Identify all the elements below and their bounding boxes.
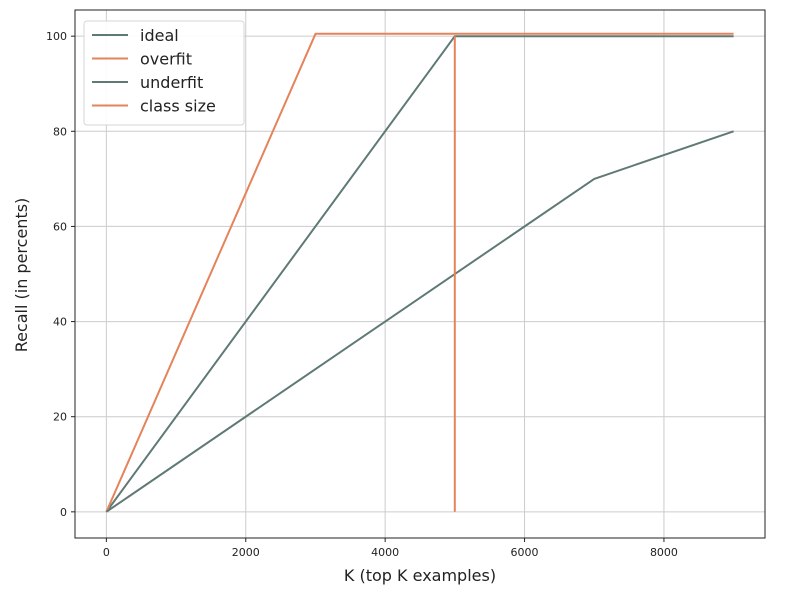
y-tick-label: 100: [46, 30, 67, 43]
y-tick-label: 20: [53, 411, 67, 424]
legend-label: overfit: [140, 50, 192, 69]
x-tick-label: 4000: [371, 546, 399, 559]
y-tick-label: 60: [53, 220, 67, 233]
legend-label: class size: [140, 97, 216, 116]
legend: ideal overfit underfit class size: [83, 20, 245, 126]
plot-frame: [74, 9, 766, 539]
series-layer: [105, 32, 734, 513]
y-ticks: 0 20 40 60 80 100: [46, 30, 75, 519]
x-tick-label: 0: [103, 546, 110, 559]
x-tick-label: 6000: [511, 546, 539, 559]
x-tick-label: 8000: [650, 546, 678, 559]
legend-label: ideal: [140, 26, 179, 45]
legend-label: underfit: [140, 73, 203, 92]
y-tick-label: 40: [53, 316, 67, 329]
x-ticks: 0 2000 4000 6000 8000: [103, 538, 678, 559]
legend-box: [83, 20, 245, 126]
series-line-underfit: [105, 130, 734, 513]
y-axis-label: Recall (in percents): [12, 198, 31, 353]
y-tick-label: 80: [53, 125, 67, 138]
y-tick-label: 0: [60, 506, 67, 519]
x-tick-label: 2000: [232, 546, 260, 559]
series-line-overfit: [105, 32, 734, 513]
x-axis-label: K (top K examples): [344, 566, 496, 585]
